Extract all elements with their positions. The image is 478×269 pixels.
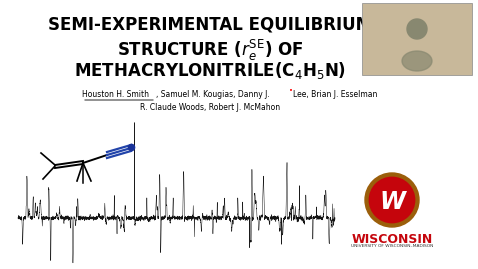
Text: SEMI-EXPERIMENTAL EQUILIBRIUM: SEMI-EXPERIMENTAL EQUILIBRIUM	[48, 16, 372, 34]
Text: Lee, Brian J. Esselman: Lee, Brian J. Esselman	[293, 90, 377, 99]
Text: R. Claude Woods, Robert J. McMahon: R. Claude Woods, Robert J. McMahon	[140, 103, 280, 112]
Text: STRUCTURE ($\it{r}_e^{\rm{SE}}$) OF: STRUCTURE ($\it{r}_e^{\rm{SE}}$) OF	[117, 38, 304, 63]
Circle shape	[365, 173, 419, 227]
Text: WISCONSIN: WISCONSIN	[351, 233, 433, 246]
Text: W: W	[379, 190, 405, 214]
Text: , Samuel M. Kougias, Danny J.: , Samuel M. Kougias, Danny J.	[156, 90, 270, 99]
Text: Houston H. Smith: Houston H. Smith	[82, 90, 149, 99]
Text: UNIVERSITY OF WISCONSIN–MADISON: UNIVERSITY OF WISCONSIN–MADISON	[351, 244, 433, 248]
Circle shape	[369, 177, 415, 223]
Ellipse shape	[402, 51, 432, 71]
Text: •: •	[289, 88, 293, 94]
FancyBboxPatch shape	[362, 3, 472, 75]
Text: METHACRYLONITRILE(C$_4$H$_5$N): METHACRYLONITRILE(C$_4$H$_5$N)	[74, 60, 346, 81]
Circle shape	[407, 19, 427, 39]
